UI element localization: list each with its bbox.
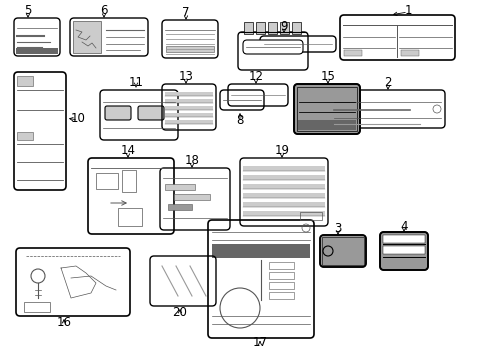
Text: 15: 15 [320,71,335,84]
Bar [267,22,276,34]
Text: 12: 12 [248,71,263,84]
FancyBboxPatch shape [105,106,131,120]
Bar [243,175,325,180]
Text: 13: 13 [178,71,193,84]
Text: 6: 6 [100,4,107,18]
Text: 20: 20 [172,306,187,319]
Bar [343,50,361,56]
Bar [268,282,293,289]
Text: 2: 2 [384,77,391,90]
Bar [73,21,101,53]
Bar [168,204,192,210]
Text: 14: 14 [120,144,135,158]
FancyBboxPatch shape [138,106,163,120]
Bar [400,50,418,56]
Bar [243,211,325,216]
Text: 11: 11 [128,76,143,89]
Text: 17: 17 [252,337,267,350]
Bar [268,292,293,299]
Bar [164,113,213,117]
Bar [17,76,33,86]
Text: 4: 4 [400,220,407,233]
Text: 16: 16 [57,316,71,329]
Bar [96,173,118,189]
Text: 3: 3 [334,221,341,234]
Bar [268,262,293,269]
Bar [212,244,309,258]
Bar [122,170,136,192]
Text: 9: 9 [280,21,287,33]
FancyBboxPatch shape [293,84,359,134]
Bar [174,194,209,200]
Text: 18: 18 [184,154,199,167]
Bar [164,184,195,190]
Bar [164,106,213,110]
Bar [118,208,142,226]
Bar [17,132,33,140]
Bar [243,202,325,207]
Bar [164,99,213,103]
Bar [382,235,424,243]
Bar [243,184,325,189]
FancyBboxPatch shape [379,232,427,270]
Text: 8: 8 [236,113,243,126]
Bar [256,22,264,34]
Bar [291,22,301,34]
Text: 10: 10 [70,112,85,125]
Bar [243,166,325,171]
Bar [164,92,213,96]
Bar [243,193,325,198]
Text: 1: 1 [404,4,411,17]
Bar [16,48,58,54]
Bar [165,46,214,52]
Bar [296,87,356,131]
FancyBboxPatch shape [243,40,303,54]
Bar [268,272,293,279]
Bar [24,302,50,312]
Text: 5: 5 [24,4,32,18]
FancyBboxPatch shape [319,235,365,267]
Bar [299,212,321,220]
Bar [321,237,363,265]
Bar [244,22,252,34]
Bar [164,120,213,124]
Text: 7: 7 [182,6,189,19]
Bar [297,120,355,130]
Bar [382,246,424,254]
Text: 19: 19 [274,144,289,158]
Bar [280,22,288,34]
